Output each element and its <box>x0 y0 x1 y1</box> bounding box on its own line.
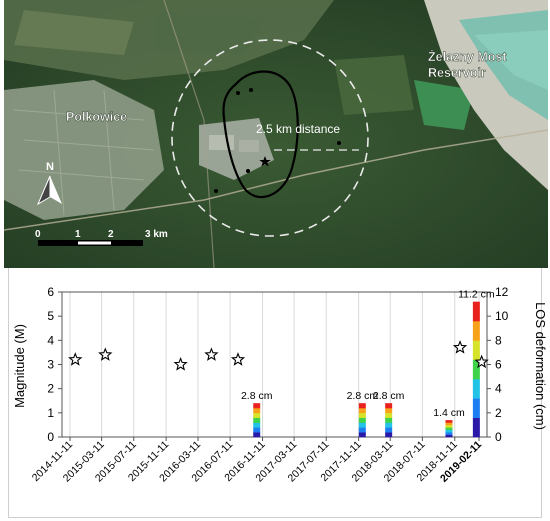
y-left-tick-label-4: 4 <box>47 333 54 347</box>
deformation-bar-2-segment-6 <box>385 403 393 409</box>
subsidence-outline <box>222 70 299 199</box>
y-left-tick-label-2: 2 <box>47 382 54 396</box>
y-axis-left-title: Magnitude (M) <box>12 324 27 408</box>
deformation-bar-0-segment-2 <box>253 422 261 428</box>
y-left-tick-label-5: 5 <box>47 309 54 323</box>
epicentre-dots <box>214 88 341 193</box>
deformation-bar-3-segment-2 <box>445 429 453 433</box>
epicentre-star <box>259 156 271 167</box>
deformation-bar-1-segment-2 <box>358 422 366 428</box>
deformation-bar-1-segment-5 <box>358 408 366 414</box>
deformation-bar-1 <box>358 403 366 438</box>
deformation-bar-3-segment-4 <box>445 424 453 428</box>
scale-tick-2: 2 <box>108 229 114 240</box>
deformation-bar-4-segment-6 <box>472 301 480 322</box>
deformation-bar-0-segment-5 <box>253 408 261 414</box>
deformation-bar-2-segment-0 <box>385 432 393 438</box>
deformation-bar-label-1: 2.8 cm <box>347 390 379 402</box>
y-right-tick-label-5: 10 <box>495 309 509 323</box>
deformation-bar-1-segment-3 <box>358 417 366 423</box>
deformation-bar-1-segment-0 <box>358 432 366 438</box>
deformation-bar-label-4: 11.2 cm <box>458 289 495 301</box>
y-right-tick-label-0: 0 <box>495 430 502 444</box>
y-left-tick-label-6: 6 <box>47 285 54 299</box>
y-right-tick-label-1: 2 <box>495 406 502 420</box>
y-left-tick-label-3: 3 <box>47 358 54 372</box>
deformation-bar-4-segment-2 <box>472 379 480 399</box>
deformation-bar-1-segment-6 <box>358 403 366 409</box>
y-right-tick-label-3: 6 <box>495 358 502 372</box>
earthquake-star-0 <box>68 352 83 366</box>
deformation-bar-3-segment-6 <box>445 420 453 423</box>
deformation-bar-4-segment-1 <box>472 398 480 418</box>
deformation-bar-0 <box>253 403 261 438</box>
magnitude-deformation-chart: 01234560246810122014-11-112015-03-112015… <box>12 285 548 485</box>
y-left-tick-label-0: 0 <box>47 430 54 444</box>
deformation-bar-2 <box>385 403 393 438</box>
deformation-bar-0-segment-0 <box>253 432 261 438</box>
scale-tick-1: 1 <box>75 229 81 240</box>
deformation-bar-0-segment-3 <box>253 417 261 423</box>
earthquake-star-1 <box>98 347 113 361</box>
deformation-bar-2-segment-5 <box>385 408 393 414</box>
deformation-bar-label-2: 2.8 cm <box>373 390 405 402</box>
y-left-tick-label-1: 1 <box>47 406 54 420</box>
deformation-bar-2-segment-2 <box>385 422 393 428</box>
y-right-tick-label-6: 12 <box>495 285 509 299</box>
deformation-bar-0-segment-1 <box>253 427 261 433</box>
earthquake-star-5 <box>452 340 468 354</box>
deformation-bar-3-segment-0 <box>445 434 453 438</box>
earthquake-star-2 <box>173 356 188 371</box>
deformation-bar-0-segment-6 <box>253 403 261 409</box>
deformation-bar-4-segment-5 <box>472 321 480 341</box>
industrial-area <box>199 118 274 180</box>
y-axis-right-title: LOS deformation (cm) <box>533 302 548 430</box>
map-label-reservoir-1: Żelazny Most <box>428 49 507 64</box>
satellite-map: Polkowice Żelazny Most Reservoir 2.5 km … <box>4 0 548 268</box>
deformation-bar-0-segment-4 <box>253 412 261 418</box>
map-label-town: Polkowice <box>66 110 127 124</box>
chart-grid <box>69 292 480 437</box>
deformation-bar-4 <box>472 301 480 438</box>
deformation-bar-label-3: 1.4 cm <box>433 407 465 419</box>
deformation-bar-3 <box>445 420 453 438</box>
deformation-bar-3-segment-3 <box>445 427 453 431</box>
deformation-bar-3-segment-1 <box>445 432 453 435</box>
plot-frame <box>61 291 488 438</box>
north-arrow-label: N <box>46 161 54 173</box>
y-right-tick-label-4: 8 <box>495 333 502 347</box>
earthquake-stars <box>68 340 489 371</box>
earthquake-star-4 <box>230 352 246 366</box>
earthquake-star-3 <box>204 347 219 361</box>
distance-circle <box>171 39 369 237</box>
deformation-bar-4-segment-0 <box>472 417 480 438</box>
town-area <box>4 80 164 220</box>
scale-tick-0: 0 <box>35 229 41 240</box>
deformation-bar-2-segment-4 <box>385 412 393 418</box>
deformation-bars <box>253 301 480 438</box>
deformation-bar-3-segment-5 <box>445 422 453 426</box>
deformation-bar-1-segment-1 <box>358 427 366 433</box>
map-label-distance: 2.5 km distance <box>256 122 340 136</box>
scale-tick-3: 3 km <box>145 229 168 240</box>
deformation-bar-1-segment-4 <box>358 412 366 418</box>
earthquake-star-6 <box>474 354 489 369</box>
deformation-bar-2-segment-3 <box>385 417 393 423</box>
map-label-reservoir-2: Reservoir <box>428 66 486 80</box>
deformation-bar-2-segment-1 <box>385 427 393 433</box>
scale-bar: 0 1 2 3 km <box>35 229 168 246</box>
deformation-bar-4-segment-3 <box>472 359 480 380</box>
deformation-bar-label-0: 2.8 cm <box>241 390 273 402</box>
deformation-bar-4-segment-4 <box>472 340 480 360</box>
y-right-tick-label-2: 4 <box>495 382 502 396</box>
north-arrow-icon: N <box>36 161 62 206</box>
